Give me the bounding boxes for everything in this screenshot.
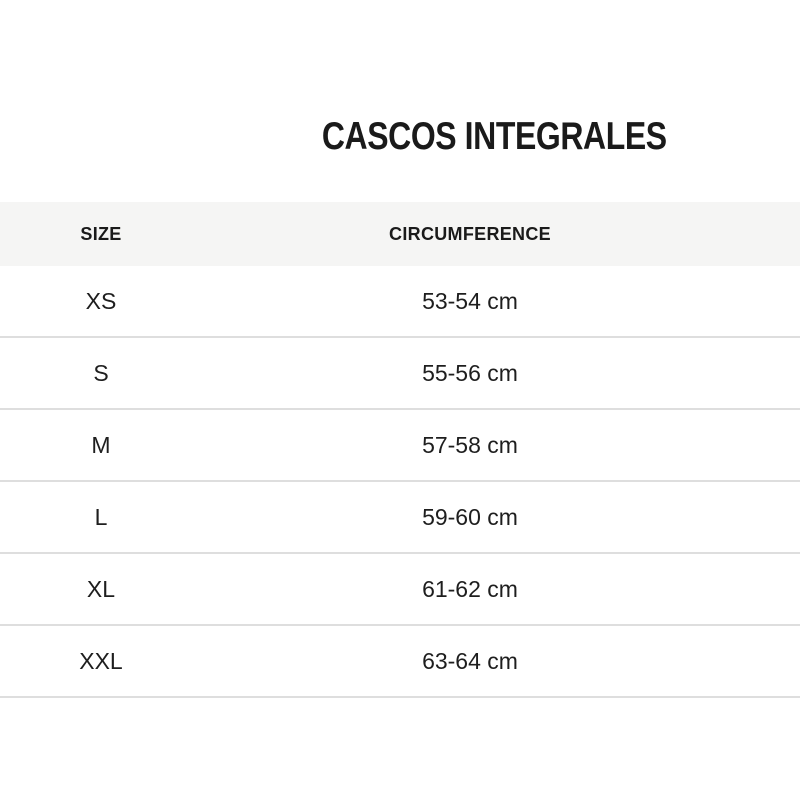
cell-circumference: 61-62 cm — [422, 575, 518, 602]
table-row: L 59-60 cm — [0, 482, 800, 554]
cell-circumference: 57-58 cm — [422, 431, 518, 458]
table-header-row: SIZE CIRCUMFERENCE — [0, 202, 800, 266]
cell-size: XS — [85, 287, 117, 314]
cell-size: M — [91, 431, 111, 458]
header-cell-size: SIZE — [80, 223, 122, 244]
cell-circumference: 63-64 cm — [422, 647, 518, 674]
table-row: XL 61-62 cm — [0, 554, 800, 626]
table-row: XS 53-54 cm — [0, 266, 800, 338]
table-row: XXL 63-64 cm — [0, 626, 800, 698]
cell-circumference: 55-56 cm — [422, 359, 518, 386]
size-chart-table: SIZE CIRCUMFERENCE XS 53-54 cm S 55-56 c… — [0, 202, 800, 698]
cell-circumference: 53-54 cm — [422, 287, 518, 314]
cell-size: XL — [86, 575, 116, 602]
cell-size: XXL — [79, 647, 123, 674]
cell-size: S — [93, 359, 109, 386]
page-title-text: CASCOS INTEGRALES — [321, 115, 667, 158]
table-row: M 57-58 cm — [0, 410, 800, 482]
header-cell-circumference: CIRCUMFERENCE — [389, 223, 551, 244]
table-row: S 55-56 cm — [0, 338, 800, 410]
cell-circumference: 59-60 cm — [422, 503, 518, 530]
cell-size: L — [94, 503, 108, 530]
page-title: CASCOS INTEGRALES — [189, 115, 799, 158]
